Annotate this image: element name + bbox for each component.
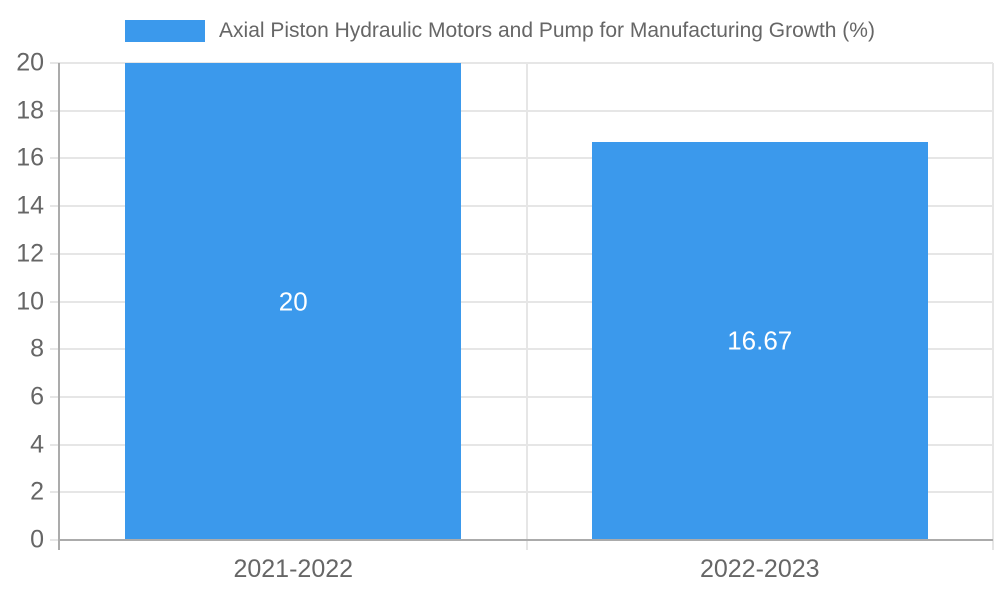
y-tick-label: 6 [30,382,44,411]
chart-legend: Axial Piston Hydraulic Motors and Pump f… [0,18,1000,44]
bar-value-label: 16.67 [727,325,793,356]
y-gridline [50,395,993,398]
y-gridline [50,300,993,303]
y-gridline [50,62,993,64]
y-gridline [50,443,993,446]
y-tick-label: 12 [16,239,44,268]
bar-2021-2022[interactable]: 20 [125,63,462,540]
legend-label: Axial Piston Hydraulic Motors and Pump f… [219,19,875,42]
y-tick-label: 4 [30,430,44,459]
y-tick-label: 18 [16,96,44,125]
x-tick-label: 2021-2022 [233,555,354,583]
y-tick-label: 8 [30,334,44,363]
bar-2022-2023[interactable]: 16.67 [591,142,928,540]
x-axis-line [60,539,993,541]
x-gridline [992,63,994,550]
x-gridline [525,63,528,550]
bar-value-label: 20 [278,286,308,316]
y-gridline [50,491,993,494]
x-tick-label: 2022-2023 [699,555,820,583]
y-gridline [50,109,993,112]
y-axis-line [58,63,60,550]
y-tick-label: 2 [30,477,44,506]
y-tick-label: 16 [16,143,44,172]
y-tick-label: 20 [16,48,44,77]
legend-swatch-icon [125,20,206,42]
legend-item[interactable]: Axial Piston Hydraulic Motors and Pump f… [125,19,875,43]
y-gridline [50,205,993,208]
y-tick-label: 0 [30,525,44,554]
plot-area: 20 16.67 0 2 4 6 8 10 12 14 16 18 20 2021-2022 2022-2… [16,50,994,582]
y-gridline [50,252,993,255]
y-tick-label: 14 [16,191,44,220]
y-tick-label: 10 [16,287,44,315]
y-gridline [50,157,993,160]
y-gridline [50,348,993,351]
